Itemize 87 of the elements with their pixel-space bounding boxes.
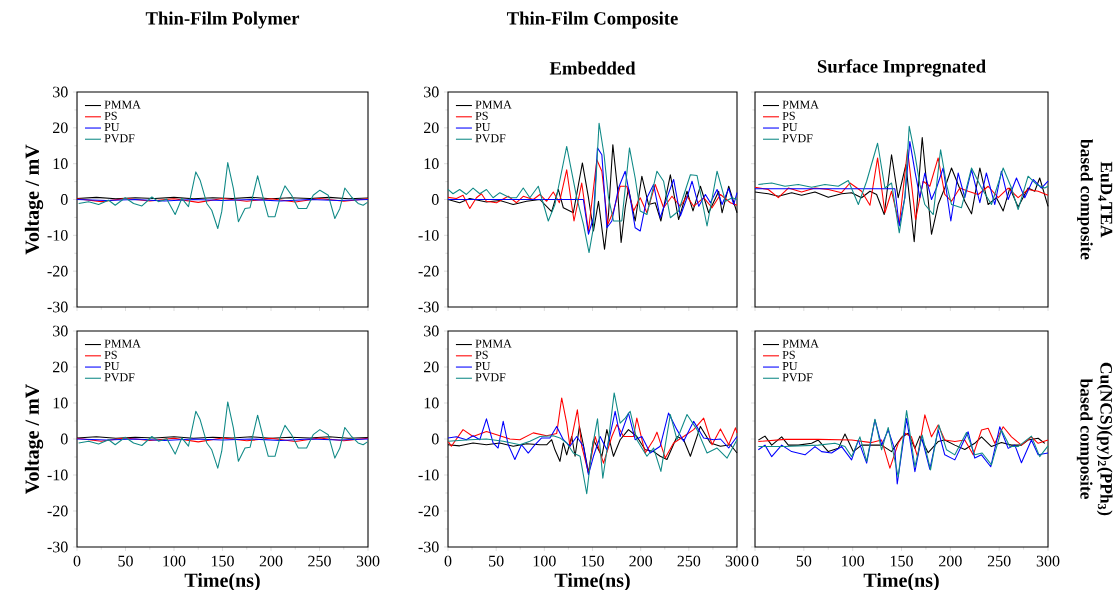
x-tick-label: 200	[939, 555, 962, 567]
y-tick-label: -10	[47, 469, 68, 481]
legend-label: PMMA	[475, 339, 512, 348]
legend-label: PMMA	[782, 100, 819, 109]
y-tick-label: 10	[53, 158, 68, 170]
legend-label: PU	[475, 362, 491, 371]
y-tick-label: 0	[431, 433, 439, 445]
legend-label: PU	[475, 123, 491, 132]
y-tick-label: -10	[47, 229, 68, 241]
x-tick-label: 250	[308, 555, 331, 567]
x-tick-label: 100	[163, 555, 186, 567]
x-tick-label: 150	[890, 555, 913, 567]
legend-label: PVDF	[104, 373, 135, 382]
x-tick-label: 300	[725, 555, 749, 567]
y-tick-label: -20	[47, 265, 68, 277]
y-tick-label: 30	[424, 325, 439, 337]
x-tick-label: 300	[1036, 555, 1060, 567]
x-tick-label: 150	[581, 555, 604, 567]
x-tick-label: 100	[842, 555, 865, 567]
x-tick-label: 300	[356, 555, 380, 567]
x-tick-label: 200	[259, 555, 283, 567]
legend-label: PVDF	[782, 373, 813, 382]
y-tick-label: -30	[47, 301, 68, 313]
x-tick-label: 150	[211, 555, 234, 567]
y-tick-label: -10	[418, 469, 439, 481]
y-tick-label: 20	[424, 122, 439, 134]
legend-label: PU	[104, 362, 120, 371]
x-tick-label: 200	[629, 555, 653, 567]
y-tick-label: -30	[418, 301, 439, 313]
y-axis-title: Voltage / mV	[24, 144, 44, 255]
y-tick-label: 10	[424, 158, 439, 170]
x-tick-label: 50	[118, 555, 133, 567]
line-series	[78, 162, 368, 230]
x-tick-label: 250	[987, 555, 1011, 567]
x-tick-label: 50	[489, 555, 504, 567]
y-tick-label: 30	[53, 325, 68, 337]
y-tick-label: -10	[418, 229, 439, 241]
chart-title: Surface Impregnated	[817, 59, 986, 77]
legend-label: PMMA	[782, 339, 819, 348]
y-tick-label: -20	[418, 265, 439, 277]
y-tick-label: 0	[431, 194, 439, 205]
y-tick-label: 30	[53, 86, 68, 98]
chart-title: Thin-Film Polymer	[145, 11, 300, 29]
y-tick-label: 30	[424, 86, 439, 98]
y-tick-label: 10	[53, 397, 68, 409]
x-tick-label: 0	[444, 555, 452, 567]
chart-title: Thin-Film Composite	[506, 11, 678, 29]
x-tick-label: 100	[533, 555, 556, 567]
y-tick-label: -30	[47, 541, 68, 553]
y-axis-title: Voltage / mV	[24, 384, 44, 494]
y-tick-label: 20	[53, 361, 68, 373]
y-tick-label: 0	[60, 194, 68, 205]
legend-label: PVDF	[475, 134, 506, 143]
legend-label: PVDF	[104, 134, 135, 143]
line-series	[447, 410, 738, 476]
y-tick-label: 10	[424, 397, 439, 409]
line-series	[78, 401, 368, 469]
legend-label: PS	[782, 111, 795, 120]
y-tick-label: -20	[47, 505, 68, 517]
line-series	[447, 147, 738, 235]
y-tick-label: 20	[53, 122, 68, 134]
line-series	[447, 122, 738, 254]
legend-label: PU	[104, 123, 120, 132]
legend-label: PVDF	[475, 373, 506, 382]
chart-subtitle: Embedded	[549, 61, 636, 75]
legend-label: PS	[475, 350, 488, 359]
legend-label: PS	[475, 111, 488, 120]
line-series	[447, 397, 738, 474]
legend-label: PVDF	[782, 134, 813, 143]
legend-label: PS	[782, 350, 795, 359]
legend-label: PU	[782, 123, 798, 132]
legend-label: PS	[104, 350, 117, 359]
y-tick-label: -30	[418, 541, 439, 553]
x-tick-label: 50	[796, 555, 812, 567]
y-tick-label: -20	[418, 505, 439, 517]
legend-label: PMMA	[104, 100, 141, 109]
legend-label: PS	[104, 111, 117, 120]
x-tick-label: 250	[677, 555, 701, 567]
x-tick-label: 0	[73, 555, 81, 567]
line-series	[447, 159, 738, 232]
legend-label: PU	[782, 362, 798, 371]
legend-label: PMMA	[475, 100, 512, 109]
line-series	[447, 392, 738, 495]
x-tick-label: 0	[751, 555, 759, 567]
y-tick-label: 20	[424, 361, 439, 373]
legend-label: PMMA	[104, 339, 141, 348]
y-tick-label: 0	[60, 433, 68, 445]
